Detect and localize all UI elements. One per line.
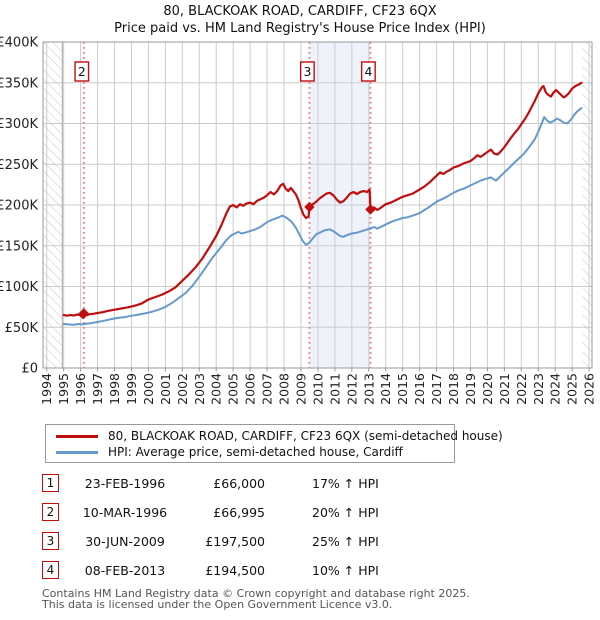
transaction-number-badge: 4	[42, 561, 59, 579]
transaction-vs-hpi: 10% ↑ HPI	[312, 563, 379, 578]
transaction-vs-hpi: 25% ↑ HPI	[312, 534, 379, 549]
x-axis-label: 2021	[497, 373, 512, 405]
x-axis-label: 2020	[480, 373, 495, 405]
y-axis-label: £200K	[0, 199, 38, 214]
x-axis-label: 2008	[277, 373, 292, 405]
page-title: 80, BLACKOAK ROAD, CARDIFF, CF23 6QX	[163, 4, 437, 19]
sale-flag-box	[74, 61, 90, 82]
x-axis-label: 2012	[344, 373, 359, 405]
transaction-price: £66,000	[213, 476, 265, 491]
sale-flag-number: 2	[78, 64, 86, 79]
x-axis-label: 2017	[429, 373, 444, 405]
y-axis-label: £350K	[0, 76, 38, 91]
legend-label: HPI: Average price, semi-detached house,…	[108, 445, 403, 459]
x-axis-label: 2003	[192, 373, 207, 405]
sale-marker-diamond	[365, 204, 376, 215]
transaction-vs-hpi: 20% ↑ HPI	[312, 505, 379, 520]
x-axis-label: 2009	[293, 373, 308, 405]
transaction-number-badge: 2	[42, 503, 59, 521]
x-axis-label: 2007	[260, 373, 275, 405]
plot-border	[42, 41, 593, 369]
x-axis-label: 1998	[107, 373, 122, 405]
sale-marker-diamond	[78, 308, 90, 319]
transaction-price: £66,995	[213, 505, 265, 520]
x-axis-label: 2026	[582, 373, 597, 405]
price-chart: £0 £50K £100K £150K £200K £250K £300K £350K £400…	[0, 36, 600, 418]
hpi-line-swatch	[56, 451, 98, 454]
x-axis-label: 2018	[446, 373, 461, 405]
transaction-number-badge: 3	[42, 532, 59, 550]
y-axis-label: £150K	[0, 239, 38, 254]
x-axis-label: 2016	[412, 373, 427, 405]
x-axis-label: 2006	[243, 373, 258, 405]
sale-flag-box	[299, 61, 315, 82]
x-axis-label: 2001	[158, 373, 173, 405]
x-axis-label: 1999	[124, 373, 139, 405]
y-axis-label: £50K	[5, 321, 39, 336]
x-axis-label: 2023	[531, 373, 546, 405]
sale-flag-box	[360, 61, 376, 82]
transaction-price: £194,500	[205, 563, 265, 578]
y-axis-label: £300K	[0, 117, 38, 132]
sale-marker-diamond	[304, 201, 315, 213]
x-axis-label: 2002	[175, 373, 190, 405]
legend-item: HPI: Average price, semi-detached house,…	[46, 444, 454, 460]
x-axis-label: 2022	[514, 373, 529, 405]
no-data-hatch-right	[582, 42, 592, 368]
x-axis-label: 1996	[73, 373, 88, 405]
page-subtitle: Price paid vs. HM Land Registry's House …	[114, 21, 486, 36]
hpi-line	[62, 107, 583, 326]
x-axis-label: 2011	[327, 373, 342, 405]
sale-flag-number: 3	[303, 64, 311, 79]
x-axis-label: 2000	[141, 373, 156, 405]
chart-legend: 80, BLACKOAK ROAD, CARDIFF, CF23 6QX (se…	[45, 424, 503, 463]
transaction-date: 10-MAR-1996	[82, 505, 168, 520]
license-line-1: Contains HM Land Registry data © Crown c…	[42, 587, 470, 600]
transaction-price: £197,500	[205, 534, 265, 549]
property-line-swatch	[56, 435, 98, 438]
y-axis-label: £400K	[0, 36, 38, 51]
x-axis-label: 2010	[310, 373, 325, 405]
transaction-date: 23-FEB-1996	[84, 476, 166, 491]
sale-flag-number: 4	[364, 64, 372, 79]
x-axis-label: 2019	[463, 373, 478, 405]
x-axis-label: 2015	[395, 373, 410, 405]
transaction-date: 08-FEB-2013	[84, 563, 166, 578]
license-line-2: This data is licensed under the Open Gov…	[42, 598, 393, 611]
x-axis-label: 1997	[90, 373, 105, 405]
legend-label: 80, BLACKOAK ROAD, CARDIFF, CF23 6QX (se…	[108, 429, 503, 443]
x-axis-label: 2024	[548, 373, 563, 405]
no-data-hatch-left	[43, 42, 63, 368]
x-axis-label: 1995	[56, 373, 71, 405]
x-axis-label: 2005	[226, 373, 241, 405]
x-axis-label: 1994	[39, 373, 54, 405]
transaction-number-badge: 1	[42, 474, 59, 492]
y-axis-label: £100K	[0, 280, 38, 295]
legend-item: 80, BLACKOAK ROAD, CARDIFF, CF23 6QX (se…	[46, 428, 503, 444]
property-price-line	[62, 81, 583, 317]
x-axis-label: 2014	[378, 373, 393, 405]
y-axis-label: £0	[21, 362, 38, 377]
transaction-date: 30-JUN-2009	[85, 534, 165, 549]
x-axis-label: 2025	[565, 373, 580, 405]
transaction-vs-hpi: 17% ↑ HPI	[312, 476, 379, 491]
y-axis-label: £250K	[0, 158, 38, 173]
x-axis-label: 2013	[361, 373, 376, 405]
x-axis-label: 2004	[209, 373, 224, 405]
